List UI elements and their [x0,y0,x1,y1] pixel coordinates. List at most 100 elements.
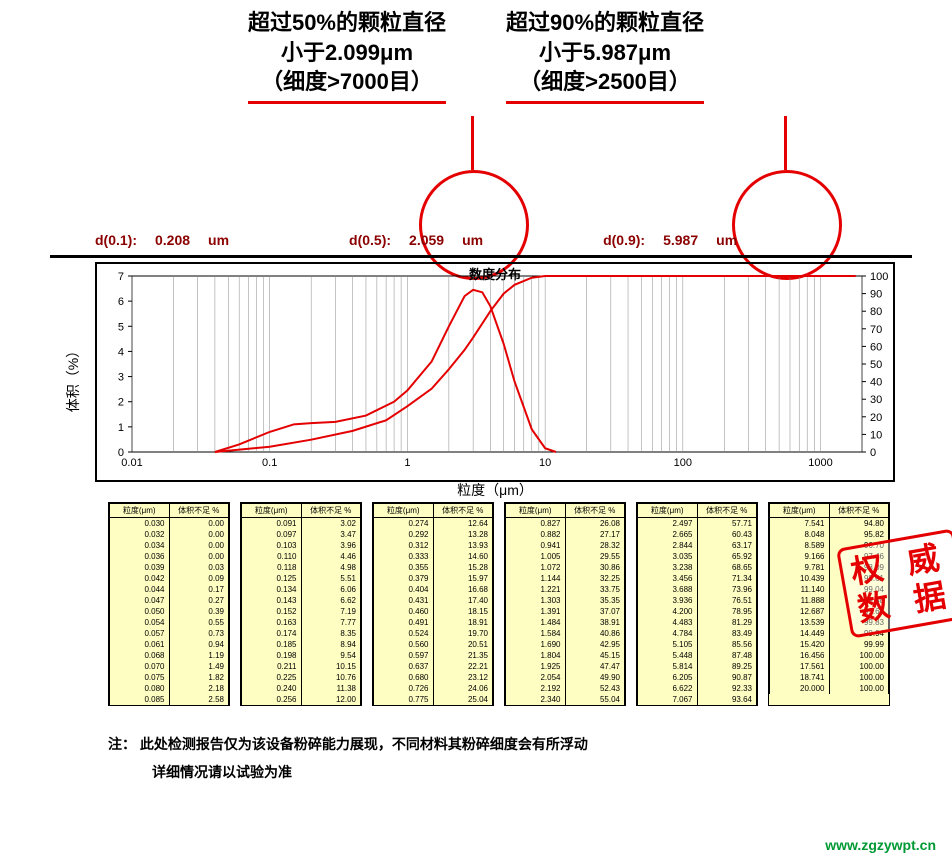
callout-d90-l1: 超过90%的颗粒直径 [506,8,704,38]
d-values-row: d(0.1):0.208umd(0.5):2.059umd(0.9):5.987… [95,232,912,248]
table-row: 2.34055.04 [506,694,625,705]
callout-d90-l3: （细度>2500目） [506,67,704,97]
callout-d90: 超过90%的颗粒直径 小于5.987μm （细度>2500目） [506,8,704,104]
table-row: 0.22510.76 [242,672,361,683]
watermark: www.zgzywpt.cn [825,837,936,853]
table-row: 1.48438.91 [506,617,625,628]
svg-text:60: 60 [870,341,882,353]
table-col-4: 粒度(μm)体积不足 %2.49757.712.66560.432.84463.… [636,502,758,706]
table-row: 15.42099.99 [770,639,889,650]
table-row: 0.46018.15 [374,606,493,617]
svg-text:1: 1 [118,422,124,434]
svg-text:1000: 1000 [808,457,832,469]
svg-text:10: 10 [539,457,551,469]
table-row: 0.0540.55 [110,617,229,628]
table-row: 0.43117.40 [374,595,493,606]
svg-text:3: 3 [118,372,124,384]
table-row: 0.1637.77 [242,617,361,628]
table-row: 0.68023.12 [374,672,493,683]
table-row: 0.94128.32 [506,540,625,551]
table-row: 0.31213.93 [374,540,493,551]
table-row: 3.45671.34 [638,573,757,584]
table-row: 3.23868.65 [638,562,757,573]
table-header: 粒度(μm) [506,504,566,518]
table-row: 0.0681.19 [110,650,229,661]
table-row: 18.741100.00 [770,672,889,683]
note-line2: 详细情况请以试验为准 [152,758,588,786]
d-unit-1: um [462,232,483,248]
table-row: 7.54194.80 [770,518,889,530]
svg-text:40: 40 [870,377,882,389]
table-header: 体积不足 % [565,504,625,518]
table-row: 1.58440.86 [506,628,625,639]
table-row: 2.05449.90 [506,672,625,683]
table-row: 1.07230.86 [506,562,625,573]
table-row: 0.0751.82 [110,672,229,683]
d-value-1: 2.059 [409,232,444,248]
table-row: 0.52419.70 [374,628,493,639]
divider [50,255,912,258]
table-row: 0.72624.06 [374,683,493,694]
table-header: 体积不足 % [433,504,493,518]
table-row: 0.0340.00 [110,540,229,551]
table-col-3: 粒度(μm)体积不足 %0.82726.080.88227.170.94128.… [504,502,626,706]
table-row: 0.27412.64 [374,518,493,530]
svg-text:20: 20 [870,412,882,424]
table-row: 0.0610.94 [110,639,229,650]
table-row: 3.03565.92 [638,551,757,562]
note-line1: 此处检测报告仅为该设备粉碎能力展现，不同材料其粉碎细度会有所浮动 [140,736,588,752]
table-row: 0.0390.03 [110,562,229,573]
chart: 数度分布 体积（%） 0.010.11101001000012345670102… [95,262,895,482]
table-row: 0.56020.51 [374,639,493,650]
table-header: 体积不足 % [169,504,229,518]
table-row: 17.561100.00 [770,661,889,672]
table-header: 粒度(μm) [242,504,302,518]
table-row: 0.0852.58 [110,694,229,705]
table-row: 0.0320.00 [110,529,229,540]
table-row: 8.04895.82 [770,529,889,540]
callout-d50-l2: 小于2.099μm [248,38,446,68]
table-row: 0.21110.15 [242,661,361,672]
table-row: 4.20078.95 [638,606,757,617]
table-header: 体积不足 % [829,504,889,518]
svg-text:70: 70 [870,324,882,336]
table-row: 0.0973.47 [242,529,361,540]
table-row: 0.0420.09 [110,573,229,584]
table-row: 6.20590.87 [638,672,757,683]
table-row: 0.1255.51 [242,573,361,584]
table-row: 1.92547.47 [506,661,625,672]
table-row: 0.0500.39 [110,606,229,617]
d-label-1: d(0.5): [349,232,391,248]
table-row: 1.00529.55 [506,551,625,562]
d-unit-0: um [208,232,229,248]
table-row: 0.29213.28 [374,529,493,540]
table-row: 1.14432.25 [506,573,625,584]
table-row: 2.84463.17 [638,540,757,551]
connector-line-1 [784,116,787,170]
table-row: 2.66560.43 [638,529,757,540]
svg-text:80: 80 [870,306,882,318]
table-row: 0.37915.97 [374,573,493,584]
table-row: 6.62292.33 [638,683,757,694]
table-col-1: 粒度(μm)体积不足 %0.0913.020.0973.470.1033.960… [240,502,362,706]
table-col-2: 粒度(μm)体积不足 %0.27412.640.29213.280.31213.… [372,502,494,706]
callout-d90-l2: 小于5.987μm [506,38,704,68]
table-row: 2.49757.71 [638,518,757,530]
connector-line-0 [471,116,474,170]
table-row: 0.35515.28 [374,562,493,573]
table-row: 2.19252.43 [506,683,625,694]
data-tables: 粒度(μm)体积不足 %0.0300.000.0320.000.0340.000… [108,502,890,706]
table-header: 粒度(μm) [638,504,698,518]
table-row: 0.0802.18 [110,683,229,694]
table-header: 粒度(μm) [110,504,170,518]
table-header: 粒度(μm) [770,504,830,518]
table-row: 0.82726.08 [506,518,625,530]
table-col-0: 粒度(μm)体积不足 %0.0300.000.0320.000.0340.000… [108,502,230,706]
table-row: 0.0440.17 [110,584,229,595]
svg-text:50: 50 [870,359,882,371]
d-label-0: d(0.1): [95,232,137,248]
svg-text:4: 4 [118,346,124,358]
table-row: 0.1858.94 [242,639,361,650]
svg-text:1: 1 [404,457,410,469]
table-row: 1.39137.07 [506,606,625,617]
